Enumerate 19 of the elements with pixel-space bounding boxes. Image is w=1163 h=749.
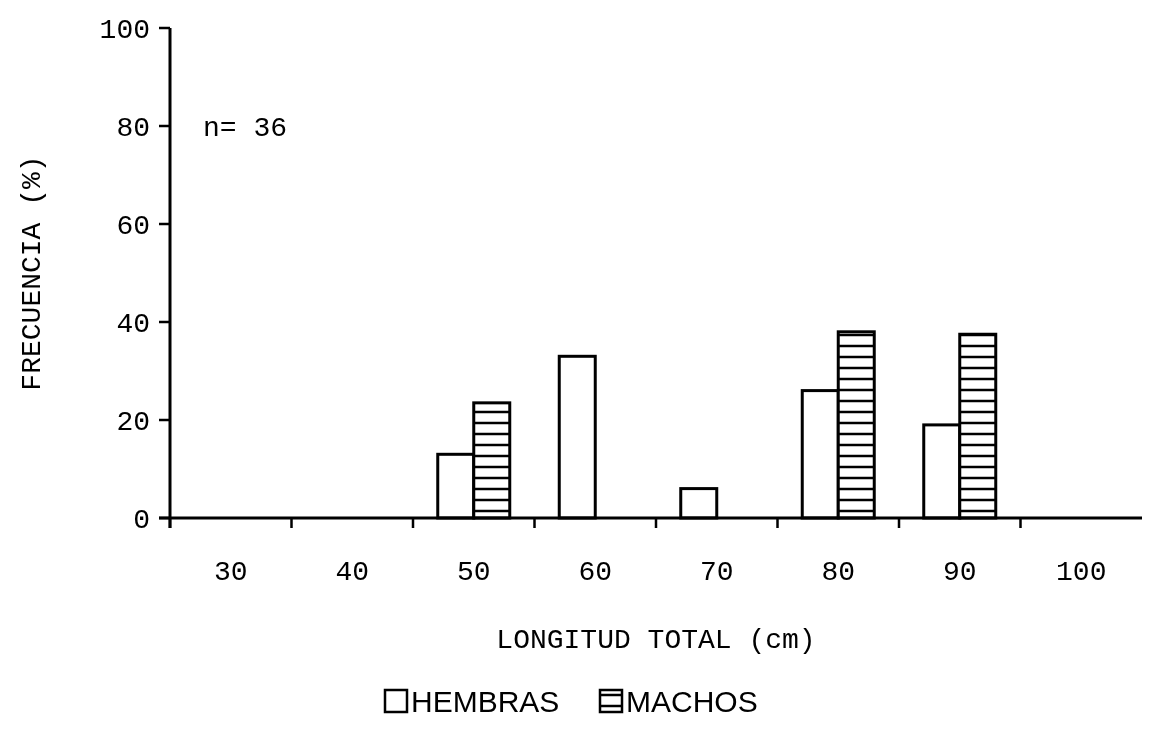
x-tick-label: 90 — [942, 557, 977, 588]
legend-label: MACHOS — [626, 685, 758, 718]
x-tick-label: 100 — [1056, 557, 1107, 588]
x-tick-label: 60 — [578, 557, 613, 588]
x-tick-label: 40 — [335, 557, 370, 588]
x-tick-label: 80 — [821, 557, 856, 588]
y-tick-label: 0 — [133, 504, 150, 536]
y-axis-title: FRECUENCIA (%) — [17, 155, 48, 391]
y-tick-label: 80 — [116, 112, 150, 144]
legend-label: HEMBRAS — [411, 685, 560, 718]
y-tick-label: 100 — [99, 14, 150, 46]
x-axis-title: LONGITUD TOTAL (cm) — [496, 625, 816, 656]
y-tick-label: 40 — [116, 308, 150, 340]
y-tick-label: 20 — [116, 406, 150, 438]
y-tick-label: 60 — [116, 210, 150, 242]
x-tick-label: 30 — [213, 557, 248, 588]
x-tick-label: 50 — [456, 557, 491, 588]
annotation: n= 36 — [203, 113, 288, 144]
x-tick-label: 70 — [699, 557, 734, 588]
